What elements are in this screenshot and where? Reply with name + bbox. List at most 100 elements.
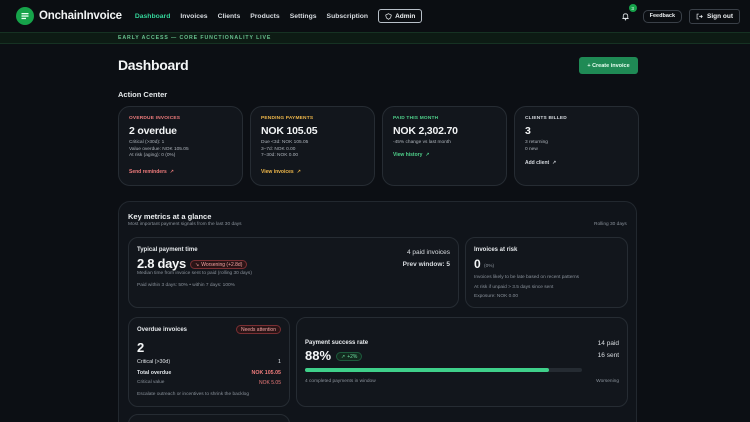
- partial-metric-card: [128, 414, 290, 422]
- notification-count-badge: 3: [628, 4, 637, 12]
- send-reminders-link[interactable]: Send reminders ↗: [129, 169, 174, 175]
- card-label: PENDING PAYMENTS: [261, 116, 314, 121]
- card-value: 3: [525, 125, 531, 137]
- badge-label: Worsening (+2.8d): [201, 261, 243, 268]
- paid-count: 14 paid: [597, 340, 619, 347]
- brand-logo[interactable]: OnchainInvoice: [16, 7, 122, 25]
- page-title: Dashboard: [118, 57, 189, 73]
- completed-payments: 4 completed payments in window: [305, 379, 376, 384]
- link-label: View history: [393, 152, 423, 158]
- overdue-row-value: NOK 5.05: [259, 380, 281, 386]
- add-client-link[interactable]: Add client ↗: [525, 160, 556, 166]
- create-invoice-button[interactable]: + Create invoice: [579, 57, 638, 74]
- arrow-up-right-icon: ↗: [296, 169, 301, 175]
- card-line: 7–30d: NOK 0.00: [261, 153, 299, 158]
- card-line: At risk (aging): 0 (0%): [129, 153, 176, 158]
- at-risk-pct: (0%): [484, 264, 495, 269]
- overdue-row-value: 1: [278, 359, 281, 365]
- badge-label: +2%: [347, 353, 358, 360]
- sent-count: 16 sent: [597, 352, 619, 359]
- nav-link-dashboard[interactable]: Dashboard: [134, 12, 171, 20]
- nav-link-invoices[interactable]: Invoices: [180, 12, 208, 20]
- clients-billed-card: CLIENTS BILLED 3 3 returning 0 new Add c…: [514, 106, 639, 186]
- card-value: NOK 105.05: [261, 125, 318, 137]
- arrow-up-icon: ↗: [341, 353, 346, 360]
- card-line: 3 returning: [525, 140, 548, 145]
- at-risk-exposure: Exposure: NOK 0.00: [474, 294, 518, 299]
- card-label: PAID THIS MONTH: [393, 116, 439, 121]
- card-line: Critical (>30d): 1: [129, 140, 165, 145]
- view-invoices-link[interactable]: View invoices ↗: [261, 169, 301, 175]
- needs-attention-badge: Needs attention: [235, 325, 281, 334]
- early-access-banner: EARLY ACCESS — CORE FUNCTIONALITY LIVE: [0, 32, 750, 44]
- signout-icon: [696, 13, 703, 19]
- brand-name: OnchainInvoice: [39, 10, 122, 22]
- signout-button[interactable]: Sign out: [689, 8, 740, 24]
- at-risk-value: 0: [474, 257, 481, 271]
- top-navbar: OnchainInvoice Dashboard Invoices Client…: [0, 0, 750, 32]
- at-risk-line: At risk if unpaid > 3.5 days since sent: [474, 285, 554, 290]
- key-metrics-title: Key metrics at a glance: [128, 212, 212, 221]
- signout-label: Sign out: [707, 12, 733, 20]
- nav-right: 3 Feedback Sign out: [619, 4, 740, 24]
- payment-success-card: Payment success rate 88% ↗ +2% 14 paid 1…: [296, 317, 628, 407]
- nav-links: Dashboard Invoices Clients Products Sett…: [134, 9, 423, 23]
- overdue-note: Escalate outreach or incentives to shrin…: [137, 392, 249, 397]
- worsening-badge: ↘ Worsening (+2.8d): [190, 260, 248, 269]
- card-line: Value overdue: NOK 105.05: [129, 146, 189, 152]
- card-label: OVERDUE INVOICES: [129, 116, 181, 121]
- arrow-up-right-icon: ↗: [169, 169, 174, 175]
- feedback-button[interactable]: Feedback: [642, 9, 682, 23]
- success-change-badge: ↗ +2%: [336, 352, 363, 361]
- success-progress-track: [305, 368, 582, 372]
- link-label: Send reminders: [129, 169, 167, 175]
- payment-time-card: Typical payment time 2.8 days ↘ Worsenin…: [128, 237, 459, 308]
- logo-icon: [16, 7, 34, 25]
- arrow-down-icon: ↘: [195, 261, 200, 268]
- invoices-at-risk-card: Invoices at risk 0 (0%) Invoices likely …: [465, 237, 628, 308]
- at-risk-title: Invoices at risk: [474, 247, 518, 253]
- admin-button[interactable]: Admin: [378, 9, 423, 23]
- overdue-invoices-card: OVERDUE INVOICES 2 overdue Critical (>30…: [118, 106, 243, 186]
- card-line: 3–7d: NOK 0.00: [261, 146, 296, 152]
- payment-time-title: Typical payment time: [137, 247, 198, 253]
- link-label: Add client: [525, 160, 550, 166]
- admin-shield-icon: [385, 12, 392, 20]
- prev-window-count: Prev window: 5: [402, 261, 450, 268]
- nav-link-settings[interactable]: Settings: [289, 12, 317, 20]
- overdue-row-value: NOK 105.05: [251, 370, 281, 376]
- nav-link-products[interactable]: Products: [250, 12, 280, 20]
- arrow-up-right-icon: ↗: [552, 160, 557, 166]
- key-metrics-subtitle: Most important payment signals from the …: [128, 222, 242, 227]
- payment-time-value: 2.8 days: [137, 256, 186, 271]
- payment-time-detail: Paid within 3 days: 50% • within 7 days:…: [137, 283, 235, 288]
- overdue-row-label: Total overdue: [137, 370, 172, 376]
- success-title: Payment success rate: [305, 340, 369, 346]
- nav-link-subscription[interactable]: Subscription: [326, 12, 369, 20]
- payment-time-desc: Median time from invoice sent to paid (r…: [137, 271, 252, 276]
- nav-link-clients[interactable]: Clients: [217, 12, 241, 20]
- overdue-row-label: Critical (>30d): [137, 359, 171, 365]
- success-progress-fill: [305, 368, 549, 372]
- view-history-link[interactable]: View history ↗: [393, 152, 430, 158]
- overdue-row-label: Critical value: [137, 380, 165, 385]
- pending-payments-card: PENDING PAYMENTS NOK 105.05 Due <3d: NOK…: [250, 106, 375, 186]
- notifications-button[interactable]: 3: [619, 4, 637, 23]
- rolling-window-label: Rolling 30 days: [594, 222, 627, 227]
- paid-invoices-count: 4 paid invoices: [407, 249, 450, 256]
- card-line: -45% change vs last month: [393, 140, 451, 145]
- action-center-title: Action Center: [118, 90, 168, 99]
- card-value: 2 overdue: [129, 125, 177, 137]
- overdue-title: Overdue invoices: [137, 327, 188, 333]
- at-risk-line: Invoices likely to be late based on rece…: [474, 275, 580, 280]
- admin-label: Admin: [395, 12, 416, 20]
- overdue-value: 2: [137, 340, 145, 355]
- banner-text: EARLY ACCESS — CORE FUNCTIONALITY LIVE: [118, 35, 272, 41]
- card-label: CLIENTS BILLED: [525, 116, 567, 121]
- card-line: 0 new: [525, 146, 538, 152]
- success-value: 88%: [305, 348, 332, 363]
- card-value: NOK 2,302.70: [393, 125, 458, 137]
- success-trend: Worsening: [596, 379, 619, 384]
- bell-icon: [622, 12, 629, 20]
- overdue-invoices-metric-card: Overdue invoices Needs attention 2 Criti…: [128, 317, 290, 407]
